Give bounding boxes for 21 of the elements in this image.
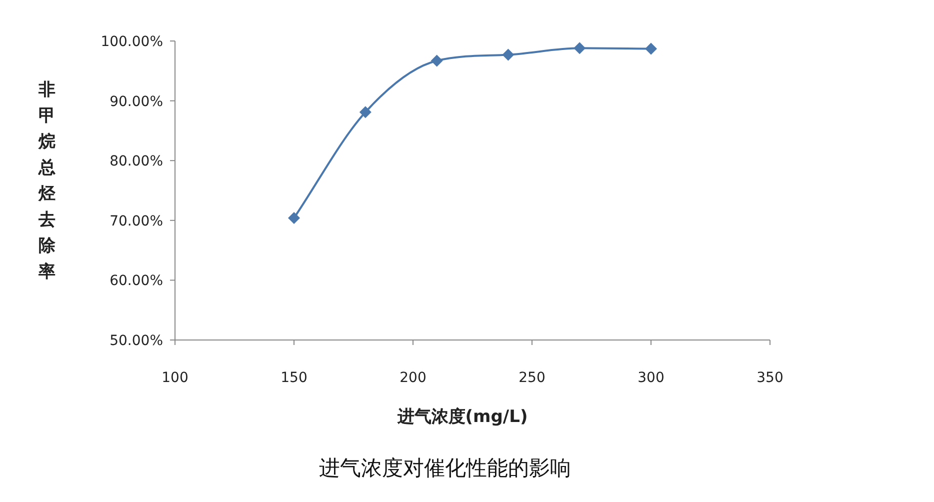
y-axis-title: 非甲烷总烃去除率 [38, 80, 56, 282]
y-tick-label: 100.00% [100, 34, 163, 50]
y-tick-label: 50.00% [110, 333, 163, 349]
point [359, 106, 372, 118]
x-axis-title: 进气浓度(mg/L) [396, 407, 528, 427]
x-tick-label: 100 [162, 370, 188, 386]
x-tick-label: 200 [400, 370, 426, 386]
x-tick-label: 250 [518, 370, 546, 386]
y-tick-label: 60.00% [110, 273, 163, 290]
x-tick-label: 300 [638, 370, 664, 386]
y-tick-label: 80.00% [110, 154, 163, 170]
point [574, 42, 586, 54]
point [288, 212, 300, 224]
point [430, 54, 443, 67]
point [502, 48, 514, 61]
y-tick-label: 90.00% [110, 94, 163, 110]
text: 进气浓度对催化性能的影响 [319, 456, 571, 480]
point [645, 42, 657, 55]
x-tick-label: 150 [280, 370, 308, 386]
y-tick-label: 70.00% [110, 213, 163, 230]
x-tick-label: 350 [756, 370, 784, 386]
